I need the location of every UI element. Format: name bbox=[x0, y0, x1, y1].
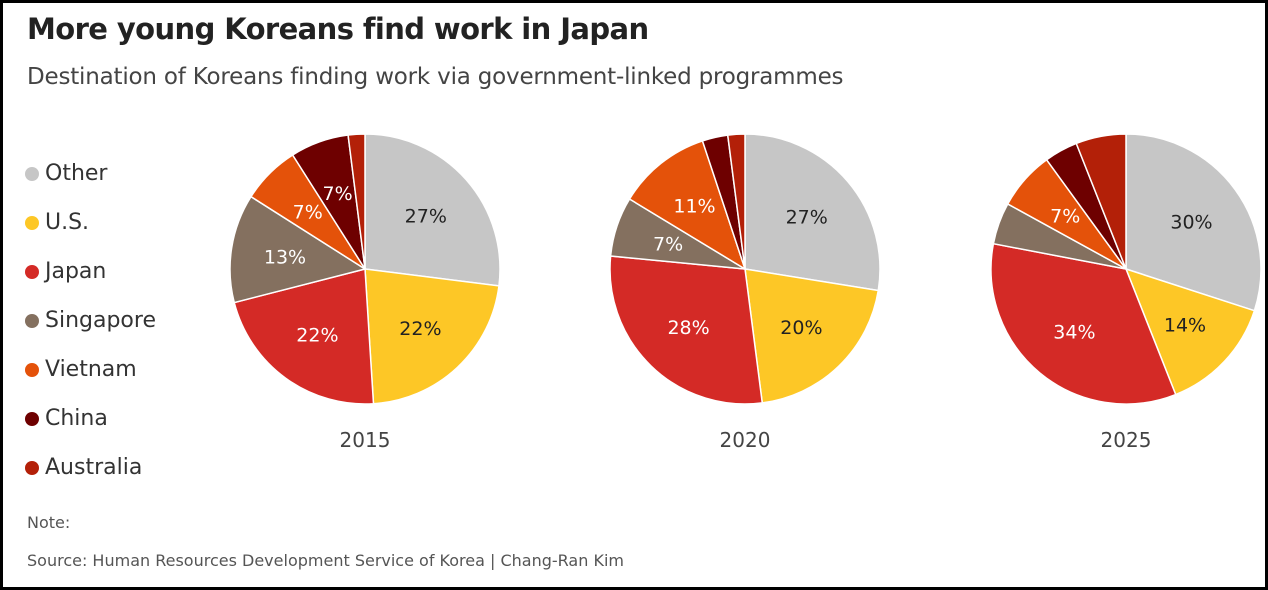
pie-charts: 27%22%22%13%7%7%201527%20%28%7%11%202030… bbox=[229, 133, 1262, 452]
data-label-2015-other: 27% bbox=[405, 205, 447, 227]
legend-label-singapore: Singapore bbox=[45, 308, 156, 333]
legend-label-australia: Australia bbox=[45, 455, 143, 480]
legend-item-other: Other bbox=[25, 149, 156, 198]
pie-2015: 27% 22% 22% 13% 7%7% 2015 bbox=[229, 133, 501, 452]
chart-source: Source: Human Resources Development Serv… bbox=[27, 551, 624, 570]
chart-title: More young Koreans find work in Japan bbox=[27, 12, 649, 46]
pie-2025: 30% 14% 34% 7% 2025 bbox=[990, 133, 1262, 452]
legend-item-australia: Australia bbox=[25, 443, 156, 492]
legend-dot-us bbox=[25, 215, 39, 230]
legend: Other U.S. Japan Singapore Vietnam China… bbox=[25, 149, 156, 492]
legend-dot-singapore bbox=[25, 313, 39, 328]
year-label-2015: 2015 bbox=[340, 428, 391, 452]
year-label-2020: 2020 bbox=[720, 428, 771, 452]
data-label-2015-china: 7% bbox=[323, 183, 353, 205]
legend-dot-japan bbox=[25, 264, 39, 279]
slice-2020-u-s bbox=[744, 268, 880, 404]
data-label-2015-japan: 22% bbox=[296, 325, 338, 347]
data-label-2020-japan: 28% bbox=[667, 317, 709, 339]
legend-dot-australia bbox=[25, 460, 39, 475]
data-label-2015-u-s: 22% bbox=[399, 318, 441, 340]
data-label-2020-other: 27% bbox=[786, 207, 828, 229]
slice-2025-other bbox=[1125, 133, 1262, 312]
data-label-2025-japan: 34% bbox=[1053, 321, 1095, 343]
slice-2025-australia bbox=[1075, 133, 1127, 270]
slice-2015-other bbox=[364, 133, 501, 287]
legend-label-us: U.S. bbox=[45, 210, 90, 235]
data-label-2025-u-s: 14% bbox=[1164, 314, 1206, 336]
legend-dot-vietnam bbox=[25, 362, 39, 377]
legend-dot-other bbox=[25, 166, 39, 181]
chart-note: Note: bbox=[27, 513, 71, 532]
slice-2020-vietnam bbox=[628, 139, 747, 271]
legend-item-singapore: Singapore bbox=[25, 296, 156, 345]
data-label-2015-vietnam: 7% bbox=[293, 202, 323, 224]
data-label-2020-singapore: 7% bbox=[653, 234, 683, 256]
data-label-2025-other: 30% bbox=[1170, 211, 1212, 233]
data-label-2020-u-s: 20% bbox=[780, 317, 822, 339]
legend-dot-china bbox=[25, 411, 39, 426]
year-label-2025: 2025 bbox=[1101, 428, 1152, 452]
data-label-2025-vietnam: 7% bbox=[1050, 205, 1080, 227]
legend-item-japan: Japan bbox=[25, 247, 156, 296]
slice-2025-japan bbox=[990, 242, 1177, 405]
slice-2025-u-s bbox=[1124, 267, 1256, 396]
legend-label-vietnam: Vietnam bbox=[45, 357, 137, 382]
legend-item-china: China bbox=[25, 394, 156, 443]
slice-2015-u-s bbox=[364, 268, 500, 405]
data-label-2020-vietnam: 11% bbox=[673, 196, 715, 218]
legend-item-us: U.S. bbox=[25, 198, 156, 247]
slice-2015-japan bbox=[233, 268, 375, 405]
chart-subtitle: Destination of Koreans finding work via … bbox=[27, 64, 844, 90]
legend-label-japan: Japan bbox=[45, 259, 107, 284]
slice-2015-australia bbox=[347, 133, 366, 270]
slice-2020-japan bbox=[609, 255, 764, 405]
pie-2020: 27% 20% 28% 7% 11% 2020 bbox=[609, 133, 881, 452]
slice-2015-singapore bbox=[229, 195, 367, 304]
slice-2020-other bbox=[744, 133, 881, 292]
legend-label-other: Other bbox=[45, 161, 108, 186]
slice-2020-australia bbox=[726, 133, 746, 270]
data-label-2015-singapore: 13% bbox=[264, 246, 306, 268]
legend-item-vietnam: Vietnam bbox=[25, 345, 156, 394]
legend-label-china: China bbox=[45, 406, 108, 431]
